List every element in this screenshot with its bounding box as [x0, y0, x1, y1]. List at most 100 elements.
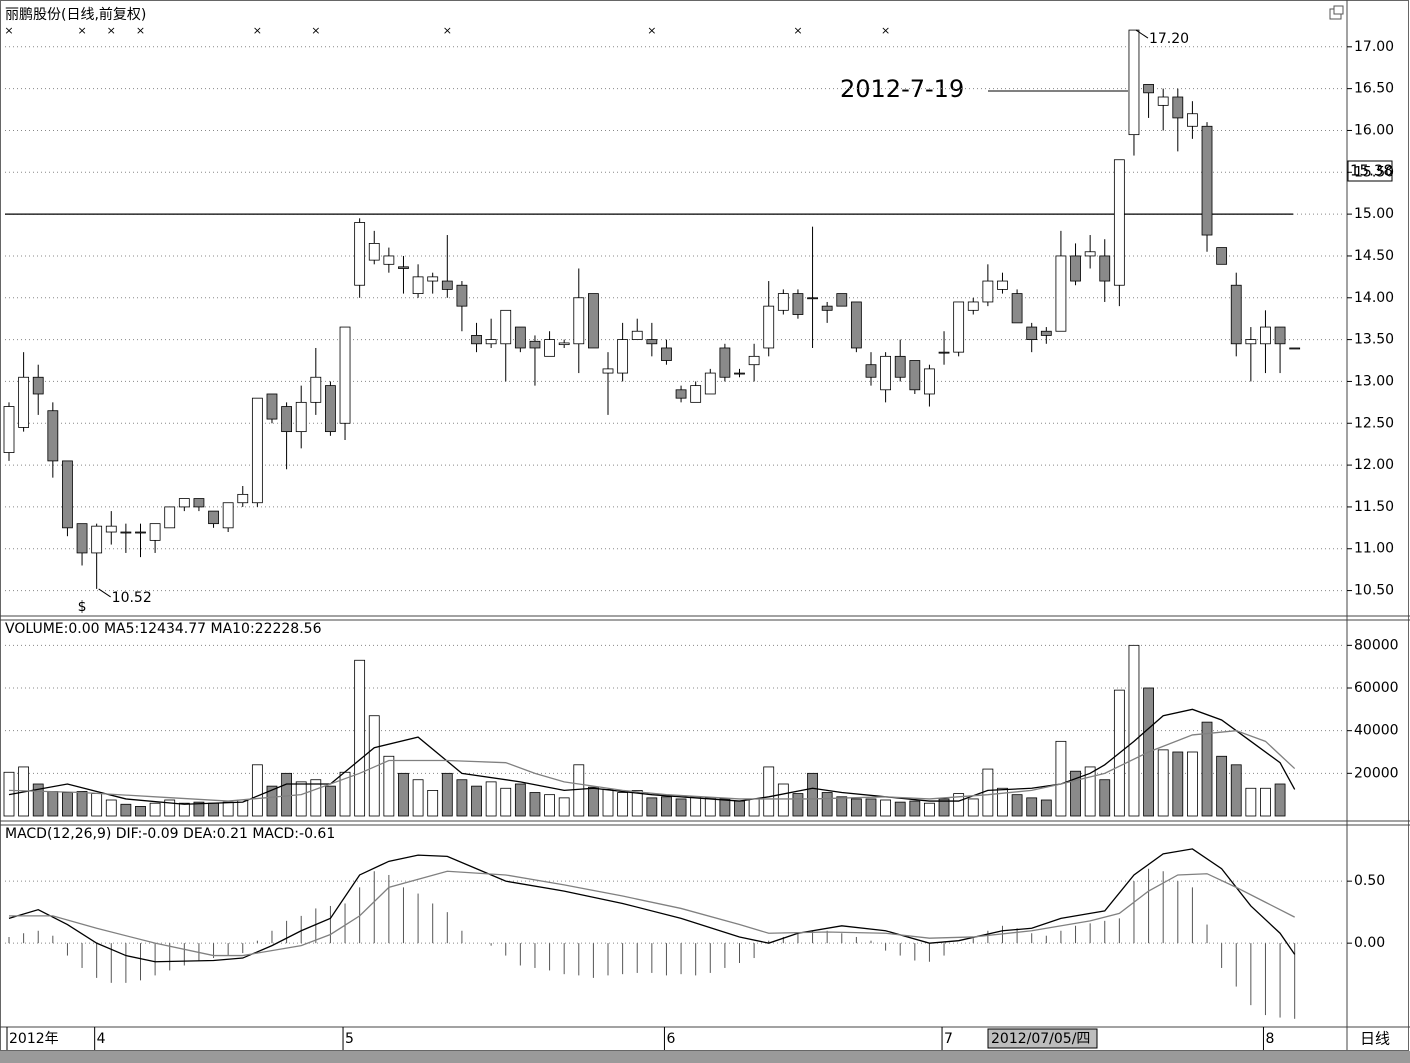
volume-bar	[675, 798, 687, 817]
annotation-label: 10.52	[112, 590, 152, 606]
candle-body	[675, 389, 687, 399]
marker: ×	[77, 24, 86, 37]
y-tick-label: 0.00	[1354, 935, 1385, 951]
volume-bar	[909, 800, 921, 817]
volume-bar	[76, 791, 88, 817]
candle-body	[573, 297, 585, 345]
marker: ×	[443, 24, 452, 37]
candle-body	[222, 502, 234, 529]
volume-bar	[193, 801, 205, 817]
volume-bar	[894, 801, 906, 817]
candle-body	[178, 498, 190, 508]
period-label[interactable]: 日线	[1360, 1030, 1390, 1048]
volume-bar	[281, 772, 292, 817]
marker: ×	[136, 24, 145, 37]
candle-body	[368, 243, 380, 261]
volume-bar	[763, 766, 775, 817]
candle-body	[529, 340, 541, 349]
candle-body	[325, 385, 336, 433]
candle-body	[500, 309, 512, 345]
volume-bar	[354, 659, 366, 817]
candle-body	[1187, 113, 1198, 127]
candle-body	[237, 493, 249, 504]
volume-bar	[748, 798, 760, 817]
volume-bar	[1245, 787, 1257, 817]
volume-bar	[383, 755, 395, 817]
candle-body	[588, 293, 599, 349]
candle-body	[1113, 159, 1125, 286]
indicator-line	[8, 730, 1296, 802]
y-tick-label: 80000	[1354, 637, 1399, 653]
candle-body	[938, 351, 950, 354]
volume-bar	[91, 793, 103, 817]
volume-bar	[1201, 721, 1213, 817]
candle-body	[398, 266, 409, 269]
price-box-label: 15.38	[1350, 162, 1393, 180]
volume-bar	[704, 797, 716, 817]
candle-body	[1026, 326, 1038, 341]
volume-bar	[1011, 794, 1023, 817]
volume-bar	[661, 796, 672, 817]
candle-body	[1289, 347, 1301, 350]
candle-body	[149, 523, 161, 541]
volume-bar	[135, 806, 146, 817]
volume-bar	[208, 802, 219, 817]
volume-bar	[792, 793, 804, 817]
y-tick-label: 17.00	[1354, 39, 1394, 55]
y-tick-label: 14.00	[1354, 290, 1394, 306]
candle-body	[880, 355, 891, 391]
volume-bar	[924, 802, 935, 817]
volume-bar	[1157, 749, 1169, 817]
marker: ×	[647, 24, 656, 37]
candle-body	[836, 293, 848, 307]
candle-body	[792, 293, 804, 315]
candle-body	[193, 498, 205, 508]
volume-bar	[295, 781, 307, 817]
candle-body	[135, 531, 146, 534]
candle-body	[544, 339, 555, 357]
candle-body	[1099, 255, 1111, 282]
volume-bar	[412, 779, 424, 817]
volume-bar	[1216, 755, 1228, 817]
volume-bar	[1260, 787, 1271, 817]
candle-body	[441, 280, 453, 290]
candle-body	[953, 301, 965, 353]
x-tick-label: 7	[944, 1031, 953, 1047]
candle-body	[704, 372, 716, 395]
candle-body	[777, 293, 789, 311]
volume-bar	[178, 802, 190, 817]
volume-bar	[646, 797, 658, 817]
candle-body	[1070, 255, 1081, 282]
candle-body	[76, 523, 88, 554]
volume-bar	[1055, 740, 1067, 817]
annotation-label: 17.20	[1149, 31, 1189, 47]
volume-bar	[164, 799, 176, 817]
candle-body	[894, 355, 906, 378]
status-strip	[0, 1051, 1410, 1063]
volume-title: VOLUME:0.00 MA5:12434.77 MA10:22228.56	[5, 621, 322, 637]
candle-body	[120, 531, 132, 534]
candle-body	[471, 335, 482, 345]
candle-body	[383, 255, 395, 265]
y-tick-label: 20000	[1354, 765, 1399, 781]
y-tick-label: 0.50	[1354, 873, 1385, 889]
y-tick-label: 60000	[1354, 680, 1399, 696]
volume-bar	[997, 787, 1008, 817]
candle-body	[266, 393, 278, 420]
candle-body	[734, 372, 745, 375]
candle-body	[47, 410, 59, 462]
annotation-arrow	[1135, 29, 1149, 39]
candle-body	[748, 355, 760, 366]
volume-bar	[456, 779, 468, 817]
volume-bar	[368, 715, 380, 817]
candle-body	[1274, 326, 1286, 345]
y-tick-label: 11.50	[1354, 499, 1394, 515]
x-tick-label: 5	[345, 1031, 354, 1047]
candle-body	[456, 284, 468, 307]
candle-body	[310, 376, 322, 403]
annotation-arrow	[98, 588, 111, 598]
volume-bar	[1099, 779, 1111, 817]
candle-body	[997, 280, 1008, 290]
candle-body	[1260, 326, 1271, 345]
